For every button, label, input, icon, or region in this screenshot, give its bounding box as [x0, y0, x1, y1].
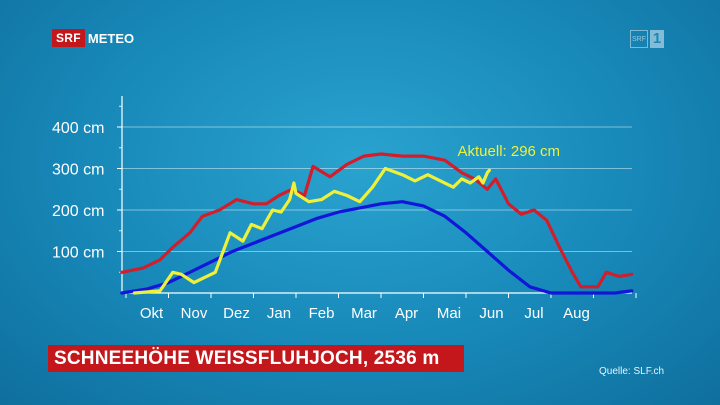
month-label-aug: Aug [563, 305, 590, 322]
srf-meteo-logo: SRF METEO [52, 29, 134, 47]
y-tick-label-400: 400 cm [52, 120, 104, 137]
current-value-annotation: Aktuell: 296 cm [458, 143, 561, 160]
srf-logo-badge: SRF [52, 29, 85, 47]
channel-srf-text: SRF [630, 30, 648, 48]
month-label-mai: Mai [437, 305, 461, 322]
month-label-mar: Mar [351, 305, 377, 322]
srf1-channel-logo: SRF 1 [630, 28, 666, 50]
series-line-current [132, 166, 491, 295]
meteo-logo-text: METEO [87, 30, 135, 46]
y-tick-label-300: 300 cm [52, 162, 104, 179]
month-label-apr: Apr [395, 305, 418, 322]
source-credit: Quelle: SLF.ch [599, 366, 665, 377]
month-label-jun: Jun [479, 305, 503, 322]
series-line-mean [120, 200, 634, 295]
series-line-maximum [120, 152, 634, 289]
month-label-jul: Jul [524, 305, 543, 322]
month-label-nov: Nov [181, 305, 208, 322]
chart-title: SCHNEEHÖHE WEISSFLUHJOCH, 2536 m [54, 347, 440, 369]
channel-number: 1 [650, 30, 664, 48]
month-label-jan: Jan [267, 305, 291, 322]
month-label-okt: Okt [140, 305, 164, 322]
y-tick-label-100: 100 cm [52, 245, 104, 262]
month-label-feb: Feb [309, 305, 335, 322]
y-tick-label-200: 200 cm [52, 203, 104, 220]
month-label-dez: Dez [223, 305, 250, 322]
chart-title-bar: SCHNEEHÖHE WEISSFLUHJOCH, 2536 m [48, 345, 464, 372]
